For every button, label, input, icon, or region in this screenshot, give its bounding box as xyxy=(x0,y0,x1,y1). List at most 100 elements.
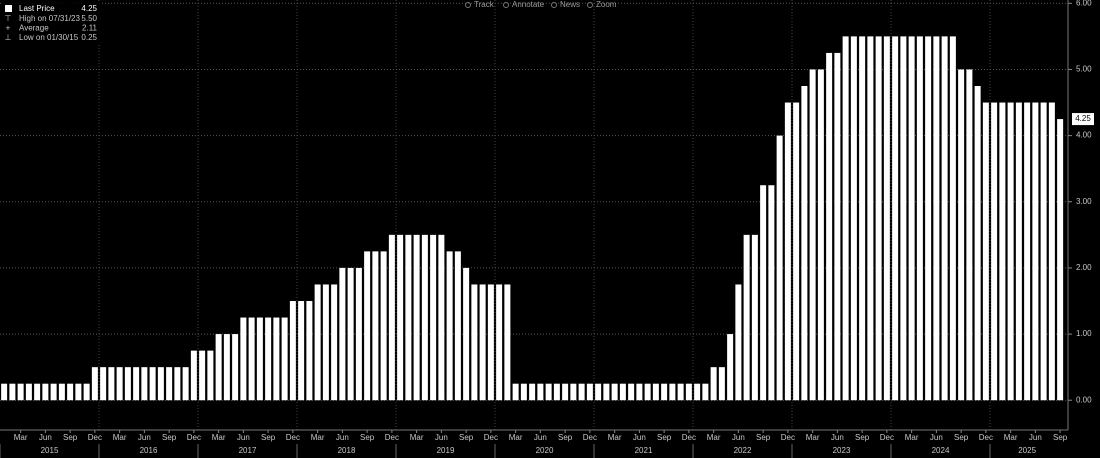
bar xyxy=(248,317,255,401)
legend-symbol: + xyxy=(6,24,11,33)
legend-swatch xyxy=(5,5,12,12)
bar xyxy=(545,383,552,401)
x-tick-label: Mar xyxy=(905,433,919,442)
bar xyxy=(966,69,973,401)
x-tick-label: Jun xyxy=(534,433,547,442)
bar xyxy=(999,102,1006,401)
bar xyxy=(826,52,833,401)
year-label: 2015 xyxy=(41,446,59,455)
year-label: 2022 xyxy=(734,446,752,455)
bar xyxy=(446,251,453,401)
bar xyxy=(388,234,395,401)
x-tick-label: Sep xyxy=(1053,433,1068,442)
legend-stat-label: Average xyxy=(19,24,49,33)
bar xyxy=(405,234,412,401)
bar xyxy=(916,36,923,401)
bar xyxy=(669,383,676,401)
bar xyxy=(91,367,98,401)
bar xyxy=(850,36,857,401)
bar xyxy=(149,367,156,401)
bar xyxy=(529,383,536,401)
bar xyxy=(611,383,618,401)
year-label: 2024 xyxy=(932,446,950,455)
x-tick-label: Dec xyxy=(385,433,399,442)
y-tick-label: 0.00 xyxy=(1076,395,1092,404)
bar xyxy=(487,284,494,401)
bar xyxy=(265,317,272,401)
bar xyxy=(438,234,445,401)
bar xyxy=(636,383,643,401)
x-tick-label: Jun xyxy=(831,433,844,442)
bar xyxy=(199,350,206,401)
bar xyxy=(867,36,874,401)
legend-value: 4.25 xyxy=(81,4,97,13)
bar xyxy=(471,284,478,401)
bar xyxy=(454,251,461,401)
bar xyxy=(75,383,82,401)
bar xyxy=(586,383,593,401)
x-tick-label: Sep xyxy=(954,433,969,442)
bar xyxy=(1,383,8,401)
legend-symbol: ⊤ xyxy=(5,14,12,23)
bar xyxy=(628,383,635,401)
x-tick-label: Sep xyxy=(261,433,276,442)
bar xyxy=(108,367,115,401)
year-label: 2025 xyxy=(1018,446,1036,455)
y-tick-label: 6.00 xyxy=(1076,0,1092,7)
y-tick-label: 4.00 xyxy=(1076,131,1092,140)
bar xyxy=(223,334,230,401)
bar xyxy=(652,383,659,401)
toolbar-button[interactable]: News xyxy=(560,0,580,9)
legend-label: Last Price xyxy=(19,4,55,13)
x-tick-label: Sep xyxy=(756,433,771,442)
toolbar-button[interactable]: Annotate xyxy=(512,0,545,9)
bar xyxy=(760,185,767,401)
bar xyxy=(883,36,890,401)
bar xyxy=(834,52,841,401)
bar xyxy=(710,367,717,401)
bar xyxy=(694,383,701,401)
toolbar: Track Annotate News Zoom xyxy=(465,0,617,9)
bar xyxy=(372,251,379,401)
x-tick-label: Mar xyxy=(311,433,325,442)
bar xyxy=(421,234,428,401)
bar xyxy=(463,267,470,401)
bar xyxy=(595,383,602,401)
bar xyxy=(842,36,849,401)
bar xyxy=(116,367,123,401)
x-tick-label: Jun xyxy=(633,433,646,442)
last-price-tag xyxy=(1072,113,1094,126)
toolbar-icon xyxy=(503,2,509,8)
bar xyxy=(743,234,750,401)
bar xyxy=(496,284,503,401)
bar xyxy=(240,317,247,401)
bar xyxy=(801,86,808,401)
x-tick-label: Sep xyxy=(162,433,177,442)
x-tick-label: Mar xyxy=(608,433,622,442)
year-label: 2017 xyxy=(239,446,257,455)
x-tick-label: Mar xyxy=(410,433,424,442)
bar xyxy=(339,267,346,401)
x-tick-label: Jun xyxy=(732,433,745,442)
toolbar-button[interactable]: Zoom xyxy=(596,0,617,9)
x-tick-label: Jun xyxy=(138,433,151,442)
bar xyxy=(256,317,263,401)
legend-stat-value: 0.25 xyxy=(81,33,97,42)
toolbar-icon xyxy=(465,2,471,8)
y-tick-label: 3.00 xyxy=(1076,197,1092,206)
bar xyxy=(875,36,882,401)
bar xyxy=(768,185,775,401)
last-price-label: 4.25 xyxy=(1075,114,1091,123)
bar xyxy=(67,383,74,401)
bar xyxy=(207,350,214,401)
bar xyxy=(784,102,791,401)
x-tick-label: Jun xyxy=(39,433,52,442)
x-tick-label: Mar xyxy=(212,433,226,442)
x-tick-label: Jun xyxy=(336,433,349,442)
bar xyxy=(991,102,998,401)
bar xyxy=(776,135,783,401)
bar xyxy=(1057,119,1064,401)
bar xyxy=(34,383,41,401)
bar xyxy=(1032,102,1039,401)
toolbar-button[interactable]: Track xyxy=(474,0,495,9)
